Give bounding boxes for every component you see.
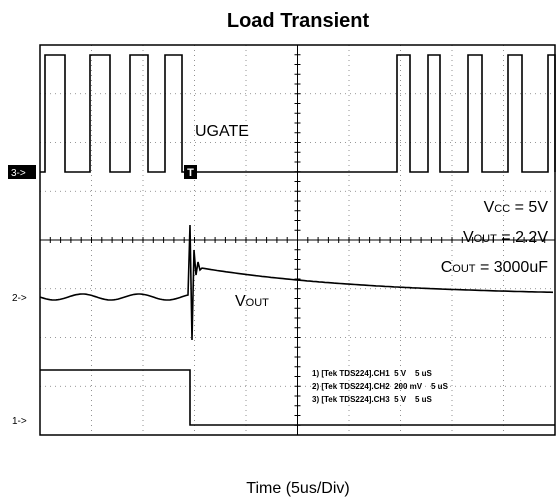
condition: COUT = 3000uF <box>441 259 549 276</box>
text-sub: OUT <box>474 233 498 245</box>
channel-marker-box <box>8 165 36 179</box>
ch1-trace <box>40 369 555 426</box>
text-main: V <box>484 199 495 216</box>
trigger-marker: T <box>187 167 194 179</box>
vout-label: VOUT <box>235 293 269 310</box>
text-sub: OUT <box>246 297 270 309</box>
scope-setting: 1) [Tek TDS224].CH1 5 V 5 uS <box>312 369 433 378</box>
scope-setting: 3) [Tek TDS224].CH3 5 V 5 uS <box>312 395 433 404</box>
text-sub: CC <box>494 203 510 215</box>
text-main: V <box>235 293 246 310</box>
ugate-trace <box>40 54 556 173</box>
title: Load Transient <box>227 10 370 32</box>
text-rest: = 2.2V <box>497 229 548 246</box>
condition: VCC = 5V <box>484 199 549 216</box>
text-rest: = 3000uF <box>476 259 549 276</box>
text-main: V <box>463 229 474 246</box>
channel-marker: 1-> <box>12 416 27 427</box>
channel-marker: 3-> <box>11 168 26 179</box>
waveforms <box>39 54 556 426</box>
signal-label: UGATE <box>195 123 249 140</box>
scope-grid <box>39 44 556 436</box>
x-axis-label: Time (5us/Div) <box>246 480 349 497</box>
scope-setting: 2) [Tek TDS224].CH2 200 mV 5 uS <box>312 382 449 391</box>
vout-trace <box>39 224 554 341</box>
condition: VOUT = 2.2V <box>463 229 548 246</box>
scope-settings: 1) [Tek TDS224].CH1 5 V 5 uS 2) [Tek TDS2… <box>312 369 449 404</box>
scope-frame <box>39 44 556 436</box>
text-main: C <box>441 259 453 276</box>
text-rest: = 5V <box>510 199 548 216</box>
trigger-box <box>184 165 197 179</box>
text-sub: OUT <box>452 263 476 275</box>
channel-marker: 2-> <box>12 293 27 304</box>
